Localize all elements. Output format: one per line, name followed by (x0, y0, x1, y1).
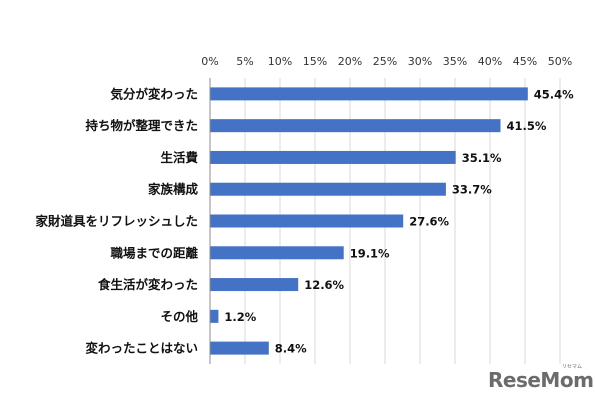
bar (210, 278, 299, 292)
bar (210, 182, 446, 196)
tick-label: 40% (478, 55, 502, 68)
watermark-logo: ReseMom リセマム (488, 364, 594, 392)
tick-label: 25% (373, 55, 397, 68)
tick-label: 35% (443, 55, 467, 68)
data-label: 27.6% (409, 215, 449, 229)
category-label: 変わったことはない (85, 341, 198, 356)
watermark-text: ReseMom (488, 368, 593, 392)
tick-label: 30% (408, 55, 432, 68)
x-axis-ticks: 0% 5% 10% 15% 20% 25% 30% 35% 40% 45% 50% (201, 55, 572, 68)
data-label: 19.1% (350, 246, 390, 260)
category-label: 家財道具をリフレッシュした (35, 214, 198, 229)
tick-label: 10% (268, 55, 292, 68)
tick-label: 15% (303, 55, 327, 68)
data-label: 1.2% (224, 310, 256, 324)
data-label: 41.5% (507, 119, 547, 133)
bar (210, 309, 219, 323)
tick-label: 5% (236, 55, 253, 68)
category-label: 持ち物が整理できた (85, 118, 198, 133)
watermark-subtext: リセマム (562, 364, 582, 370)
bar (210, 214, 404, 228)
category-label: 職場までの距離 (110, 245, 198, 260)
data-label: 12.6% (304, 278, 344, 292)
tick-label: 45% (513, 55, 537, 68)
category-labels: 気分が変わった持ち物が整理できた生活費家族構成家財道具をリフレッシュした職場まで… (35, 86, 198, 355)
category-label: その他 (160, 309, 198, 324)
category-label: 生活費 (160, 150, 198, 165)
data-label: 35.1% (462, 151, 502, 165)
data-label: 45.4% (534, 87, 574, 101)
bar (210, 341, 269, 355)
tick-label: 20% (338, 55, 362, 68)
bar (210, 150, 456, 164)
bar (210, 87, 528, 101)
data-label: 8.4% (275, 342, 307, 356)
category-label: 気分が変わった (110, 86, 198, 101)
data-label: 33.7% (452, 183, 492, 197)
bars (210, 87, 528, 355)
category-label: 食生活が変わった (97, 277, 198, 292)
bar (210, 119, 501, 133)
data-labels: 45.4% 41.5% 35.1% 33.7% 27.6% 19.1% 12.6% 1.2% 8… (224, 87, 574, 355)
tick-label: 50% (548, 55, 572, 68)
bar (210, 246, 344, 260)
tick-label: 0% (201, 55, 218, 68)
category-label: 家族構成 (148, 182, 199, 197)
